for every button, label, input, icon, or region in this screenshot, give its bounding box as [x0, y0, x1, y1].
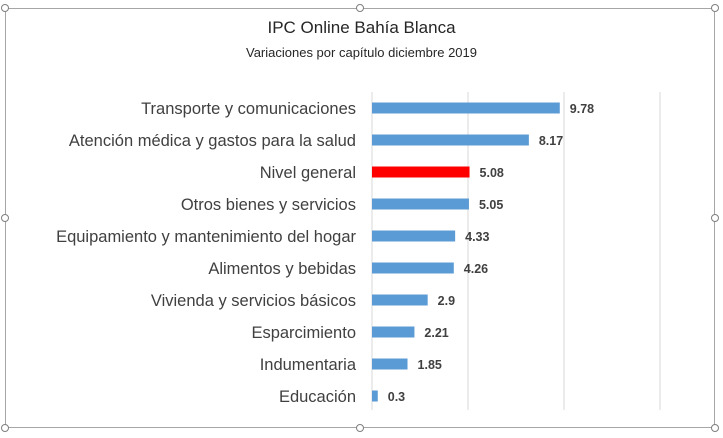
bar[interactable] [372, 166, 470, 178]
resize-handle-top-right[interactable] [711, 4, 719, 12]
category-label: Vivienda y servicios básicos [151, 292, 356, 310]
data-label: 9.78 [570, 102, 594, 116]
bar[interactable] [372, 230, 456, 242]
data-label: 2.21 [424, 326, 448, 340]
category-label: Transporte y comunicaciones [141, 100, 356, 118]
category-label: Educación [279, 388, 356, 406]
resize-handle-top-left[interactable] [1, 4, 9, 12]
resize-handle-bottom-right[interactable] [711, 424, 719, 432]
resize-handle-middle-right[interactable] [711, 214, 719, 222]
data-label: 4.33 [465, 230, 489, 244]
data-label: 4.26 [464, 262, 488, 276]
category-label: Equipamiento y mantenimiento del hogar [56, 228, 356, 246]
data-label: 2.9 [438, 294, 455, 308]
resize-handle-top-center[interactable] [356, 4, 364, 12]
bar[interactable] [372, 262, 454, 274]
bar[interactable] [372, 102, 560, 114]
data-label: 0.3 [388, 390, 405, 404]
bar[interactable] [372, 198, 469, 210]
bar[interactable] [372, 294, 428, 306]
data-label: 1.85 [418, 358, 442, 372]
category-label: Esparcimiento [251, 324, 356, 342]
chart-subtitle: Variaciones por capítulo diciembre 2019 [245, 45, 477, 60]
data-label: 8.17 [539, 134, 563, 148]
resize-handle-bottom-center[interactable] [356, 424, 364, 432]
bar[interactable] [372, 390, 378, 402]
category-label: Atención médica y gastos para la salud [69, 132, 356, 150]
data-label: 5.05 [479, 198, 503, 212]
data-label: 5.08 [480, 166, 504, 180]
resize-handle-middle-left[interactable] [1, 214, 9, 222]
bar[interactable] [372, 134, 529, 146]
category-label: Indumentaria [260, 356, 357, 374]
category-label: Alimentos y bebidas [208, 260, 356, 278]
category-label: Otros bienes y servicios [181, 196, 356, 214]
bar[interactable] [372, 358, 408, 370]
category-label: Nivel general [260, 164, 356, 182]
chart-title: IPC Online Bahía Blanca [267, 18, 456, 37]
resize-handle-bottom-left[interactable] [1, 424, 9, 432]
bar[interactable] [372, 326, 415, 338]
